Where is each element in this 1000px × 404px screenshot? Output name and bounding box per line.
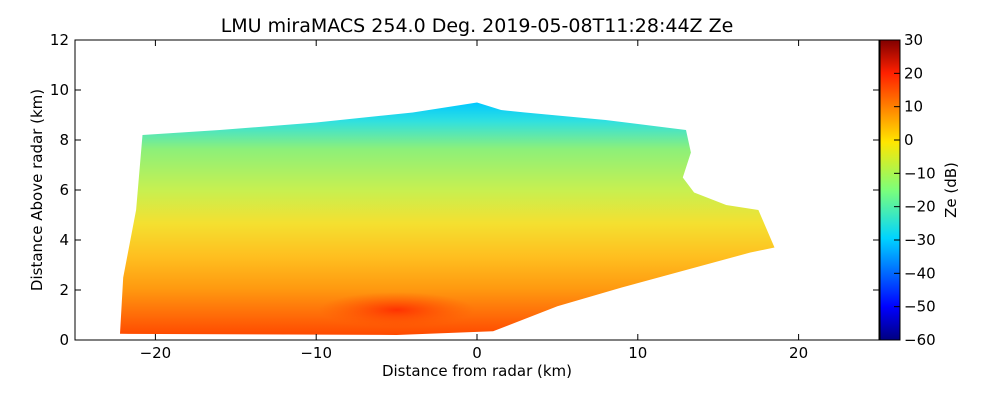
chart-title: LMU miraMACS 254.0 Deg. 2019-05-08T11:28… [221, 15, 734, 37]
y-tick-label: 2 [59, 281, 69, 299]
x-axis-label: Distance from radar (km) [382, 362, 572, 380]
x-tick-label: −20 [140, 344, 172, 362]
colorbar-tick-label: −50 [904, 298, 936, 316]
x-axis: −20 −10 0 10 20 [140, 40, 808, 362]
x-tick-label: 0 [472, 344, 482, 362]
y-tick-label: 6 [59, 181, 69, 199]
colorbar-tick-label: 0 [904, 131, 914, 149]
y-tick-label: 12 [50, 31, 69, 49]
colorbar-tick-label: −60 [904, 331, 936, 349]
colorbar: 30 20 10 0 −10 −20 −30 −40 −50 −60 Ze (dB) [879, 31, 960, 349]
y-tick-label: 10 [50, 81, 69, 99]
x-tick-label: 10 [628, 344, 647, 362]
y-tick-label: 8 [59, 131, 69, 149]
colorbar-tick-label: −30 [904, 231, 936, 249]
y-tick-label: 4 [59, 231, 69, 249]
region-bright-band-core [318, 292, 475, 328]
colorbar-tick-label: −10 [904, 164, 936, 182]
y-axis: 0 2 4 6 8 10 12 [50, 31, 879, 349]
colorbar-tick-label: 30 [904, 31, 923, 49]
colorbar-gradient [879, 39, 901, 341]
colorbar-tick-label: −20 [904, 198, 936, 216]
colorbar-tick-label: 10 [904, 98, 923, 116]
reflectivity-field [120, 102, 775, 335]
plot-area [120, 102, 775, 335]
y-axis-label: Distance Above radar (km) [28, 89, 46, 291]
colorbar-tick-label: 20 [904, 64, 923, 82]
x-tick-label: −10 [300, 344, 332, 362]
colorbar-tick-label: −40 [904, 264, 936, 282]
x-tick-label: 20 [789, 344, 808, 362]
y-tick-label: 0 [59, 331, 69, 349]
colorbar-label: Ze (dB) [942, 162, 960, 218]
